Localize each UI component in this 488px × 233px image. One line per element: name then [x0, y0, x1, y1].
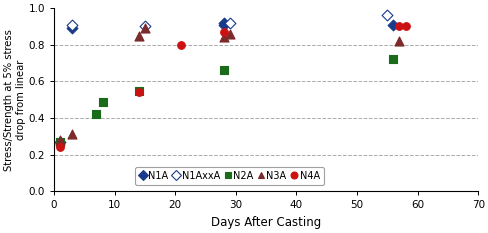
- Point: [99, 100, 106, 103]
- Point: [141, 25, 148, 28]
- Point: [389, 23, 397, 27]
- Point: [389, 58, 397, 61]
- Point: [220, 23, 227, 27]
- Legend: N1A, N1AxxA, N2A, N3A, N4A: N1A, N1AxxA, N2A, N3A, N4A: [135, 167, 323, 185]
- Point: [225, 21, 233, 25]
- Point: [56, 140, 64, 144]
- Point: [68, 26, 76, 30]
- Point: [395, 39, 403, 43]
- X-axis label: Days After Casting: Days After Casting: [211, 216, 321, 229]
- Point: [135, 34, 142, 38]
- Point: [225, 32, 233, 36]
- Point: [220, 30, 227, 34]
- Point: [68, 133, 76, 136]
- Point: [401, 25, 408, 28]
- Point: [220, 21, 227, 25]
- Point: [220, 69, 227, 72]
- Point: [383, 14, 390, 17]
- Y-axis label: Stress/Strength at 5% stress
drop from linear: Stress/Strength at 5% stress drop from l…: [4, 29, 26, 171]
- Point: [56, 145, 64, 149]
- Point: [135, 89, 142, 93]
- Point: [135, 91, 142, 94]
- Point: [68, 23, 76, 27]
- Point: [56, 140, 64, 144]
- Point: [56, 138, 64, 142]
- Point: [92, 113, 100, 116]
- Point: [395, 25, 403, 28]
- Point: [141, 26, 148, 30]
- Point: [177, 43, 185, 47]
- Point: [220, 36, 227, 39]
